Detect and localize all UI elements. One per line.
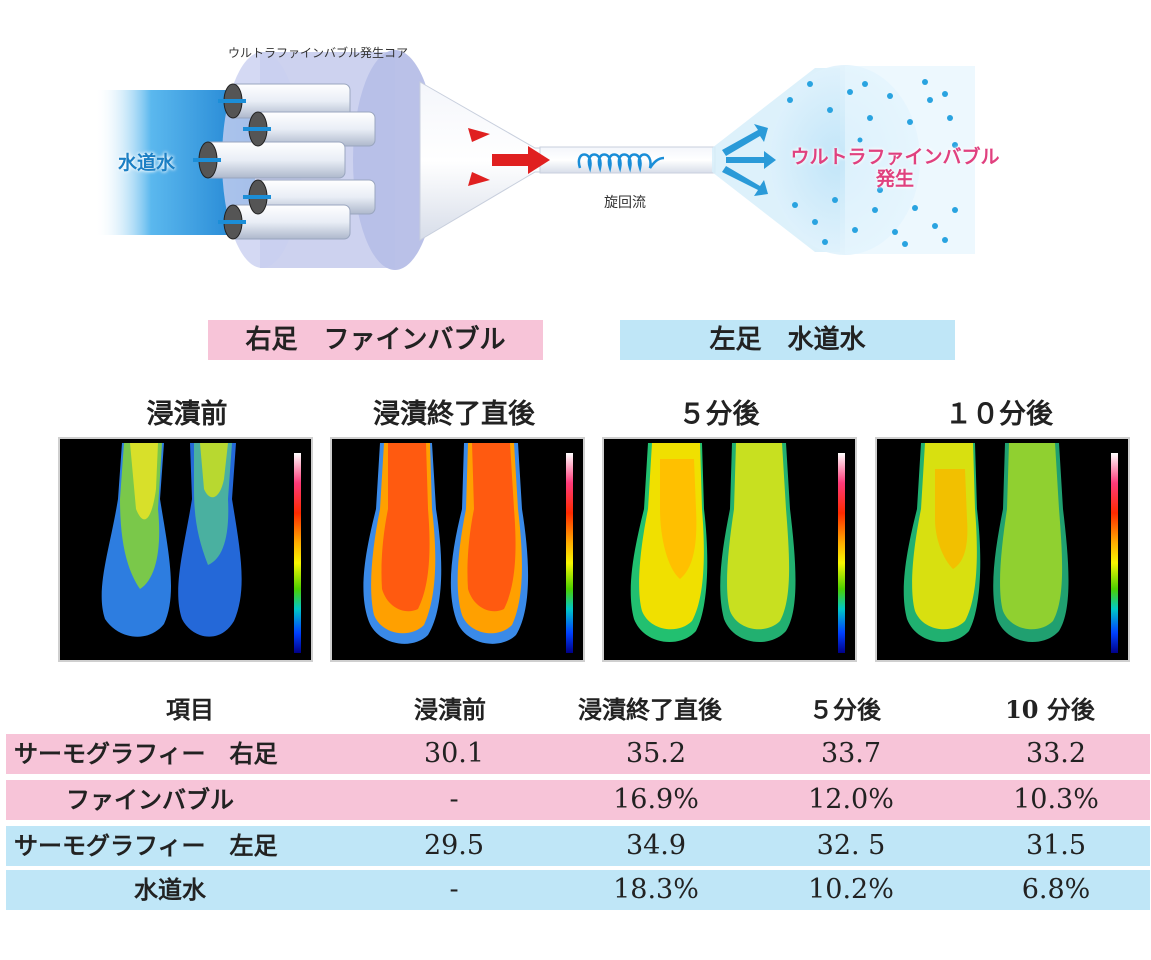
thermo-title-10min: １０分後 <box>945 399 1053 430</box>
cell-10min: 6.8% <box>1021 874 1091 905</box>
cell-5min: 33.7 <box>820 738 882 769</box>
table-header-5min: ５分後 <box>809 695 881 724</box>
cell-before: 29.5 <box>423 830 485 861</box>
table-row: ファインバブル - 16.9% 12.0% 10.3% <box>6 780 1150 820</box>
table-header-item: 項目 <box>166 695 214 724</box>
legend-left-foot: 左足 水道水 <box>620 320 955 360</box>
cell-right-after: 35.2 <box>625 738 687 769</box>
thermo-title-5min: ５分後 <box>678 399 760 430</box>
table-header-right-after: 浸漬終了直後 <box>578 695 722 724</box>
cell-right-after: 16.9% <box>613 784 699 815</box>
nozzle-tube <box>539 146 716 174</box>
swirl-label: 旋回流 <box>604 195 646 211</box>
result-label-line2: 発生 <box>875 168 914 190</box>
thermo-image-10min <box>875 437 1130 662</box>
temperature-scale <box>566 453 573 653</box>
arrow-icon <box>468 128 550 186</box>
thermo-image-5min <box>602 437 857 662</box>
row-label: サーモグラフィー 右足 <box>14 739 278 768</box>
cell-5min: 12.0% <box>808 784 894 815</box>
ultrafine-bubble-diagram: ウルトラファインバブル発生コア 水道水 旋回流 ウルトラファインバブル 発生 <box>0 0 1151 290</box>
foot-thermo-graphic <box>101 443 242 637</box>
thermo-image-before <box>58 437 313 662</box>
bubble-icon <box>787 79 958 247</box>
cell-5min: 32. 5 <box>816 830 886 861</box>
cell-5min: 10.2% <box>808 874 894 905</box>
cell-before: - <box>449 874 459 905</box>
water-inlet-icon <box>193 99 271 224</box>
foot-thermo-graphic <box>903 443 1069 643</box>
temperature-scale <box>1111 453 1118 653</box>
table-header-10min: 10 分後 <box>1005 695 1095 724</box>
cell-before: - <box>449 784 459 815</box>
arrow-icon <box>722 124 776 196</box>
result-label: ウルトラファインバブル 発生 <box>760 146 1030 190</box>
row-label: 水道水 <box>134 875 206 904</box>
foot-thermo-graphic <box>630 443 796 643</box>
cell-10min: 10.3% <box>1013 784 1099 815</box>
table-row: 水道水 - 18.3% 10.2% 6.8% <box>6 870 1150 910</box>
table-row: サーモグラフィー 左足 29.5 34.9 32. 5 31.5 <box>6 826 1150 866</box>
core-label: ウルトラファインバブル発生コア <box>228 46 409 60</box>
swirl-coil-icon <box>577 153 665 173</box>
cylinder-icon <box>198 83 376 240</box>
cell-before: 30.1 <box>423 738 485 769</box>
cell-10min: 33.2 <box>1025 738 1087 769</box>
thermo-title-before: 浸漬前 <box>146 399 228 430</box>
thermo-title-right-after: 浸漬終了直後 <box>373 399 535 430</box>
row-label: ファインバブル <box>66 785 234 814</box>
tap-water-label: 水道水 <box>118 152 176 174</box>
table-row: サーモグラフィー 右足 30.1 35.2 33.7 33.2 <box>6 734 1150 774</box>
temperature-scale <box>294 453 301 653</box>
result-label-line1: ウルトラファインバブル <box>790 146 1000 168</box>
cell-right-after: 18.3% <box>613 874 699 905</box>
foot-thermo-graphic <box>363 443 529 644</box>
thermo-image-right-after <box>330 437 585 662</box>
cell-10min: 31.5 <box>1025 830 1087 861</box>
legend-right-foot: 右足 ファインバブル <box>208 320 543 360</box>
table-header-before: 浸漬前 <box>414 695 486 724</box>
diagram-graphic <box>95 50 975 270</box>
row-label: サーモグラフィー 左足 <box>14 831 278 860</box>
temperature-scale <box>838 453 845 653</box>
cell-right-after: 34.9 <box>625 830 687 861</box>
